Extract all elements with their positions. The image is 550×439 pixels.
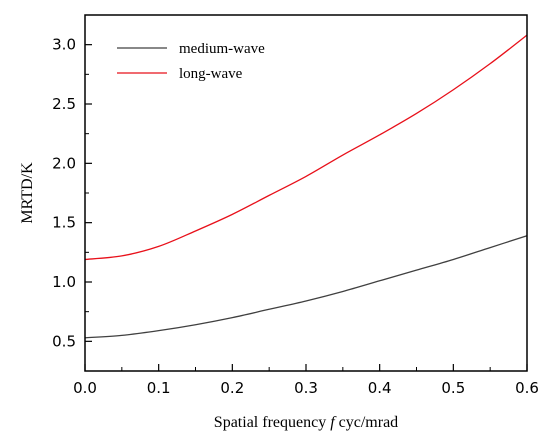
plot-frame [84, 14, 528, 372]
series-layer [84, 34, 528, 339]
series-line-medium-wave [84, 235, 528, 339]
series-line-long-wave [84, 34, 528, 261]
x-axis-title-prefix: Spatial frequency [214, 414, 330, 431]
tick-layer: 0.0 0.1 0.2 0.3 0.4 0.5 0.6 0.5 1.0 1.5 2.0 2.5 3.0 [52, 14, 539, 397]
x-tick-label: 0.5 [441, 379, 465, 397]
x-axis-title-unit: cyc/mrad [335, 414, 399, 431]
x-tick-label: 0.0 [73, 379, 97, 397]
y-tick-label: 3.0 [52, 36, 76, 54]
legend-label-medium-wave: medium-wave [179, 41, 265, 57]
x-tick-label: 0.4 [368, 379, 392, 397]
x-tick-label: 0.6 [515, 379, 539, 397]
legend-label-long-wave: long-wave [179, 66, 243, 82]
y-tick-label: 1.0 [52, 273, 76, 291]
x-tick-label: 0.2 [220, 379, 244, 397]
y-tick-label: 0.5 [52, 332, 76, 350]
y-tick-label: 2.0 [52, 154, 76, 172]
legend: medium-wave long-wave [117, 41, 265, 82]
x-tick-label: 0.1 [147, 379, 171, 397]
y-tick-label: 1.5 [52, 214, 76, 232]
y-axis-title: MRTD/K [19, 162, 36, 224]
x-axis-title-variable: f [330, 414, 337, 431]
x-tick-label: 0.3 [294, 379, 318, 397]
y-tick-label: 2.5 [52, 95, 76, 113]
x-axis-title: Spatial frequency f cyc/mrad [214, 414, 398, 431]
